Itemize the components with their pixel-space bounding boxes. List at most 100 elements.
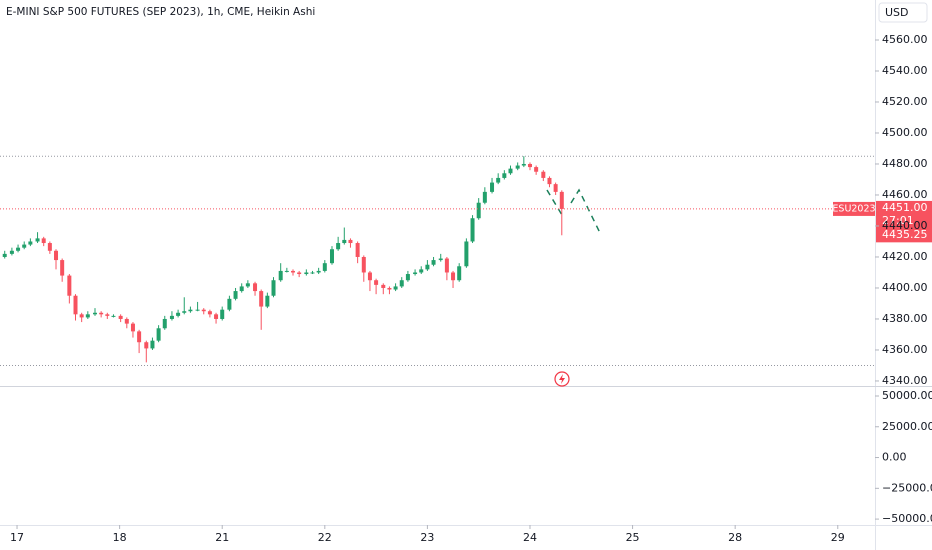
candle-body — [182, 311, 187, 313]
candle-body — [22, 244, 27, 248]
currency-label[interactable]: USD — [885, 6, 909, 19]
ha-close-label: 4435.25 — [882, 228, 928, 241]
candle-body — [54, 250, 59, 261]
projection-line — [570, 188, 602, 236]
candle-body — [413, 272, 418, 275]
y-tick-label: −50000.00 — [882, 512, 932, 525]
y-tick-label: 4340.00 — [882, 374, 928, 387]
y-tick-label: 4420.00 — [882, 250, 928, 263]
candle-body — [188, 309, 193, 312]
x-tick-label: 25 — [626, 531, 640, 544]
currency-button[interactable] — [878, 2, 928, 23]
candle-body — [502, 173, 507, 178]
candle-body — [464, 241, 469, 267]
candle-body — [284, 270, 289, 272]
symbol-tag-box — [833, 201, 875, 216]
candle-body — [329, 249, 334, 264]
event-icon-bolt — [559, 374, 565, 384]
candle-body — [342, 239, 347, 244]
candle-body — [41, 238, 46, 244]
candle-body — [207, 311, 212, 315]
y-tick-label: 25000.00 — [882, 420, 932, 433]
chart-title: E-MINI S&P 500 FUTURES (SEP 2023), 1h, C… — [6, 6, 315, 18]
candle-body — [438, 258, 443, 261]
candle-body — [150, 340, 155, 349]
candle-body — [361, 256, 366, 273]
candle-body — [227, 298, 232, 310]
x-tick-label: 23 — [420, 531, 434, 544]
candle-body — [99, 312, 104, 315]
candle-body — [490, 182, 495, 192]
candle-body — [233, 291, 238, 299]
candle-body — [405, 274, 410, 281]
candle-body — [67, 275, 72, 296]
candle-body — [201, 309, 206, 312]
candle-body — [336, 243, 341, 250]
candle-body — [28, 241, 33, 245]
y-tick-label: −25000.00 — [882, 481, 932, 494]
y-tick-label: 4540.00 — [882, 64, 928, 77]
candle-body — [124, 318, 129, 324]
candle-body — [470, 218, 475, 242]
last-price-box — [876, 200, 932, 228]
candle-body — [85, 314, 90, 318]
candle-body — [253, 283, 258, 292]
projection-line — [546, 189, 563, 216]
candle-body — [451, 272, 456, 281]
candle-body — [322, 263, 327, 271]
y-tick-label: 4380.00 — [882, 312, 928, 325]
candle-body — [393, 286, 398, 290]
candle-body — [515, 165, 520, 169]
y-tick-label: 4400.00 — [882, 281, 928, 294]
ha-close-box — [876, 227, 932, 243]
candle-body — [111, 315, 116, 317]
candle-body — [553, 184, 558, 192]
candle-body — [476, 202, 481, 219]
candle-body — [130, 323, 135, 332]
candle-body — [521, 163, 526, 166]
candle-body — [527, 163, 532, 168]
candle-body — [16, 247, 21, 251]
candle-body — [137, 331, 142, 343]
x-tick-label: 28 — [728, 531, 742, 544]
candle-body — [399, 280, 404, 287]
y-tick-label: 4500.00 — [882, 126, 928, 139]
candle-body — [425, 264, 430, 270]
candle-body — [316, 270, 321, 273]
candle-body — [271, 280, 276, 296]
candle-body — [60, 260, 65, 276]
candle-body — [367, 272, 372, 281]
y-tick-label: 0.00 — [882, 451, 907, 464]
candle-body — [169, 315, 174, 319]
candle-body — [156, 328, 161, 341]
y-tick-label: 50000.00 — [882, 389, 932, 402]
candle-body — [73, 295, 78, 315]
x-tick-label: 24 — [523, 531, 537, 544]
candle-body — [387, 287, 392, 290]
candle-body — [541, 171, 546, 178]
last-price-label: 4451.00 — [882, 201, 928, 214]
candle-body — [245, 283, 250, 287]
candles — [2, 156, 564, 363]
x-tick-label: 22 — [318, 531, 332, 544]
candle-body — [291, 270, 296, 273]
candle-body — [431, 260, 436, 265]
y-tick-label: 4460.00 — [882, 188, 928, 201]
candle-body — [35, 238, 40, 242]
candle-body — [355, 243, 360, 257]
candle-body — [457, 266, 462, 281]
candle-body — [162, 318, 167, 329]
y-tick-label: 4480.00 — [882, 157, 928, 170]
symbol-tag: ESU2023 — [832, 203, 875, 214]
candle-body — [2, 253, 7, 257]
y-tick-label: 4520.00 — [882, 95, 928, 108]
candle-body — [310, 272, 315, 274]
x-tick-label: 21 — [215, 531, 229, 544]
candle-body — [176, 312, 181, 316]
x-tick-label: 29 — [831, 531, 845, 544]
candle-body — [9, 250, 14, 254]
candle-body — [419, 269, 424, 273]
